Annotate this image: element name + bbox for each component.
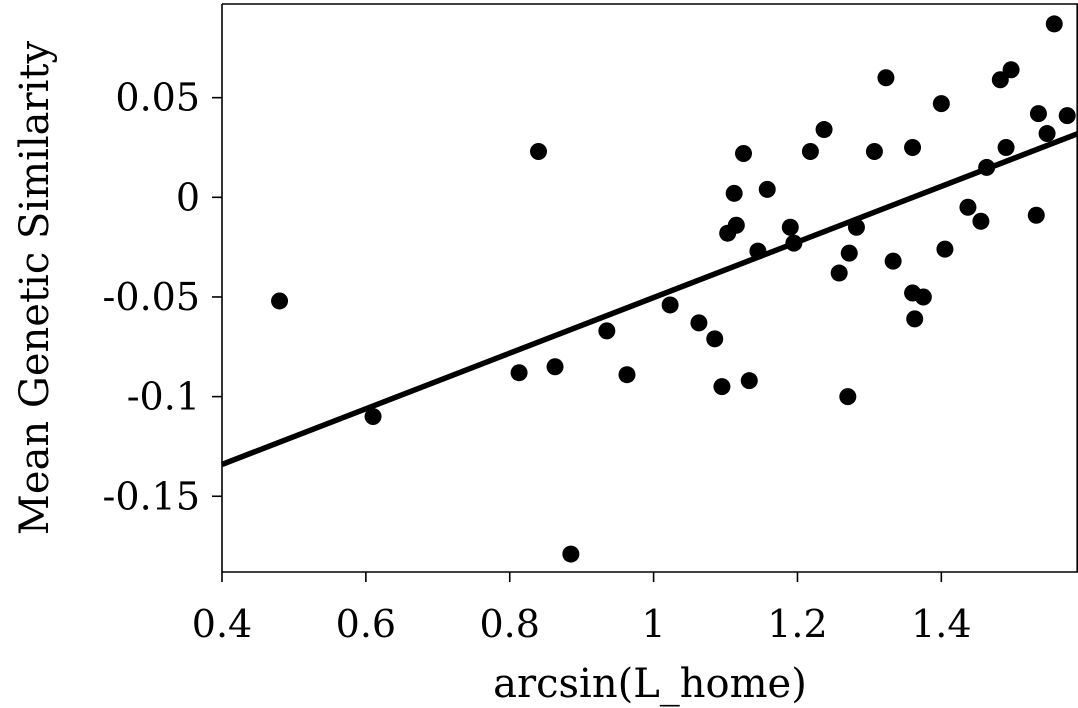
y-tick-label: 0 xyxy=(176,175,200,219)
data-point xyxy=(598,322,616,340)
x-tick-label: 0.8 xyxy=(480,602,540,646)
data-point xyxy=(932,95,950,113)
data-point xyxy=(830,264,848,282)
data-point xyxy=(839,388,857,406)
x-axis-title: arcsin(L_home) xyxy=(493,661,807,707)
data-point xyxy=(740,372,758,390)
data-point xyxy=(1027,206,1045,224)
plot-area xyxy=(221,130,1078,467)
data-point xyxy=(725,184,743,202)
data-point xyxy=(758,180,776,198)
data-point xyxy=(914,288,932,306)
data-point xyxy=(618,366,636,384)
data-point xyxy=(877,69,895,87)
regression-line xyxy=(221,130,1078,467)
data-point xyxy=(690,314,708,332)
data-point xyxy=(997,138,1015,156)
x-tick-label: 0.4 xyxy=(192,602,252,646)
data-point xyxy=(706,330,724,348)
x-tick-label: 1.4 xyxy=(911,602,971,646)
data-point xyxy=(727,216,745,234)
x-tick-label: 1 xyxy=(642,602,666,646)
y-tick-label: -0.1 xyxy=(127,375,200,419)
axes-layer: 0.4 0.6 0.8 1 1.2 1.4 0.05 0 -0.05 -0.1 -0.15 xyxy=(103,3,1078,646)
data-point xyxy=(978,158,996,176)
data-point xyxy=(1058,107,1076,125)
points-layer xyxy=(271,15,1076,563)
data-point xyxy=(991,71,1009,89)
y-tick-label: -0.15 xyxy=(103,474,200,518)
data-point xyxy=(840,244,858,262)
data-point xyxy=(906,310,924,328)
y-axis-title: Mean Genetic Similarity xyxy=(12,41,58,536)
data-point xyxy=(510,364,528,382)
data-point xyxy=(781,218,799,236)
y-tick-label: 0.05 xyxy=(115,76,200,120)
data-point xyxy=(1002,61,1020,79)
data-point xyxy=(530,142,548,160)
data-point xyxy=(801,142,819,160)
data-point xyxy=(546,358,564,376)
data-point xyxy=(1038,125,1056,143)
data-point xyxy=(271,292,289,310)
data-point xyxy=(815,121,833,139)
data-point xyxy=(1029,105,1047,123)
data-point xyxy=(562,545,580,563)
data-point xyxy=(713,378,731,396)
data-point xyxy=(865,142,883,160)
data-point xyxy=(749,242,767,260)
data-point xyxy=(959,198,977,216)
data-point xyxy=(735,144,753,162)
y-tick-label: -0.05 xyxy=(103,275,200,319)
x-tick-label: 1.2 xyxy=(767,602,827,646)
data-point xyxy=(884,252,902,270)
x-tick-label: 0.6 xyxy=(336,602,396,646)
data-point xyxy=(1045,15,1063,33)
data-point xyxy=(936,240,954,258)
data-point xyxy=(785,234,803,252)
data-point xyxy=(904,138,922,156)
data-point xyxy=(661,296,679,314)
data-point xyxy=(972,212,990,230)
data-point xyxy=(364,408,382,426)
data-point xyxy=(847,218,865,236)
